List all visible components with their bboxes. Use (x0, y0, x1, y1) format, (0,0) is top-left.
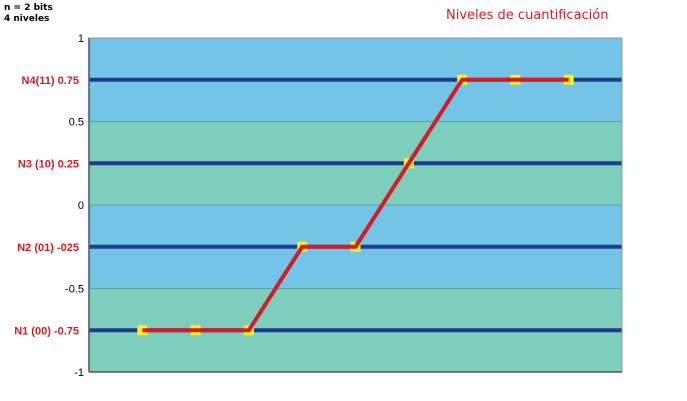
y-tick-label: 1 (78, 33, 84, 45)
y-tick-label: 0.5 (69, 117, 84, 129)
y-tick-label: -0.5 (65, 284, 84, 296)
quantized-signal-line (142, 77, 569, 333)
y-tick-label: 0 (78, 200, 84, 212)
level-label: N3 (10) 0.25 (18, 158, 79, 170)
levels-note: 4 niveles (4, 14, 50, 24)
level-label: N4(11) 0.75 (22, 75, 79, 87)
chart-title: Niveles de cuantificación (446, 8, 609, 23)
bits-note: n = 2 bits (4, 3, 53, 13)
y-tick-label: -1 (74, 367, 84, 379)
level-label: N1 (00) -0.75 (14, 325, 79, 337)
level-label: N2 (01) -025 (17, 242, 79, 254)
